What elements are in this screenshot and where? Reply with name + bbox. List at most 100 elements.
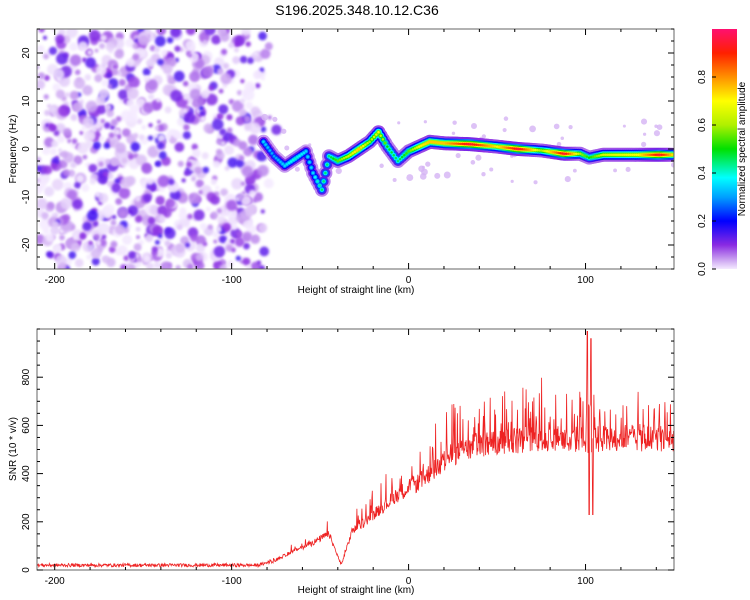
noise-blob xyxy=(236,90,243,96)
noise-blob xyxy=(157,58,164,66)
ridge-segment xyxy=(311,171,315,175)
ridge-segment xyxy=(497,145,501,149)
noise-blob xyxy=(110,240,118,248)
noise-blob xyxy=(38,29,45,33)
noise-blob xyxy=(66,29,78,38)
noise-blob xyxy=(79,232,87,240)
noise-blob xyxy=(224,145,235,156)
noise-blob xyxy=(220,72,232,85)
ridge-segment xyxy=(448,142,452,145)
ridge-segment xyxy=(368,140,371,144)
noise-blob xyxy=(44,109,51,116)
noise-blob xyxy=(481,172,486,177)
noise-blob xyxy=(50,226,59,235)
noise-blob xyxy=(204,29,216,36)
noise-blob xyxy=(221,48,228,55)
noise-blob xyxy=(135,196,141,202)
noise-blob xyxy=(53,130,60,137)
ridge-segment xyxy=(555,151,558,154)
noise-blob xyxy=(264,42,273,51)
noise-blob xyxy=(92,141,101,150)
ridge-segment xyxy=(306,155,309,159)
noise-blob xyxy=(202,39,208,45)
ridge-segment xyxy=(454,142,458,145)
ridge-segment xyxy=(381,138,385,141)
ridge-segment xyxy=(473,143,476,146)
ridge-segment xyxy=(495,145,499,148)
noise-blob xyxy=(255,82,261,89)
ridge-segment xyxy=(660,153,664,157)
noise-blob xyxy=(246,265,252,269)
noise-blob xyxy=(68,251,77,259)
noise-blob xyxy=(51,162,58,170)
ridge-segment xyxy=(304,150,308,153)
noise-blob xyxy=(136,118,143,125)
noise-blob xyxy=(199,106,204,111)
noise-blob xyxy=(503,116,509,121)
ridge-segment xyxy=(349,153,352,157)
noise-blob xyxy=(230,238,236,244)
noise-blob xyxy=(43,74,50,81)
noise-blob xyxy=(259,265,266,269)
noise-blob xyxy=(138,35,150,46)
snr-y-label: SNR (10 * v/v) xyxy=(8,417,19,481)
ridge-segment xyxy=(459,142,462,146)
noise-blob xyxy=(82,221,92,231)
ridge-segment xyxy=(313,175,317,179)
noise-blob xyxy=(248,189,257,197)
noise-blob xyxy=(235,159,245,168)
ridge-segment xyxy=(428,140,432,144)
ridge-segment xyxy=(370,138,374,141)
noise-blob xyxy=(193,209,205,221)
noise-blob xyxy=(142,67,151,76)
noise-blob xyxy=(96,240,101,246)
noise-blob xyxy=(165,198,176,209)
noise-blob xyxy=(481,134,486,139)
noise-blob xyxy=(58,104,70,117)
noise-blob xyxy=(209,85,214,91)
ridge-segment xyxy=(388,148,391,151)
noise-blob xyxy=(84,230,89,236)
noise-blob xyxy=(195,243,206,253)
noise-blob xyxy=(237,193,244,200)
noise-blob xyxy=(92,221,99,227)
noise-blob xyxy=(250,106,261,117)
ridge-segment xyxy=(543,149,547,153)
noise-blob xyxy=(230,223,238,231)
noise-blob xyxy=(258,31,267,41)
noise-blob xyxy=(613,168,617,173)
noise-blob xyxy=(263,178,274,189)
noise-blob xyxy=(86,254,92,260)
noise-blob xyxy=(242,257,251,266)
ridge-segment xyxy=(430,140,434,144)
noise-blob xyxy=(110,118,118,127)
ridge-segment xyxy=(501,146,505,149)
noise-blob xyxy=(43,94,49,100)
noise-blob xyxy=(195,179,204,188)
ridge-segment xyxy=(572,152,576,156)
noise-blob xyxy=(37,165,42,172)
ridge-segment xyxy=(507,146,510,150)
noise-blob xyxy=(91,257,100,266)
ridge-segment xyxy=(607,153,611,157)
noise-blob xyxy=(176,224,183,231)
noise-blob xyxy=(452,120,457,125)
noise-blob xyxy=(99,239,107,247)
noise-blob xyxy=(147,135,154,141)
noise-blob xyxy=(475,154,482,161)
noise-blob xyxy=(117,245,128,256)
noise-blobs xyxy=(37,29,674,269)
ridge-segment xyxy=(285,163,289,166)
spectrogram-y-tick-label: -20 xyxy=(21,237,32,252)
noise-blob xyxy=(128,250,137,259)
noise-blob xyxy=(42,146,51,156)
ridge-segment xyxy=(553,151,556,154)
ridge-segment xyxy=(652,153,656,157)
noise-blob xyxy=(86,209,99,221)
noise-blob xyxy=(226,199,238,211)
noise-blob xyxy=(186,161,192,168)
noise-blob xyxy=(102,171,109,177)
noise-blob xyxy=(240,181,246,186)
ridge-segment xyxy=(432,140,436,144)
ridge-segment xyxy=(518,147,522,151)
